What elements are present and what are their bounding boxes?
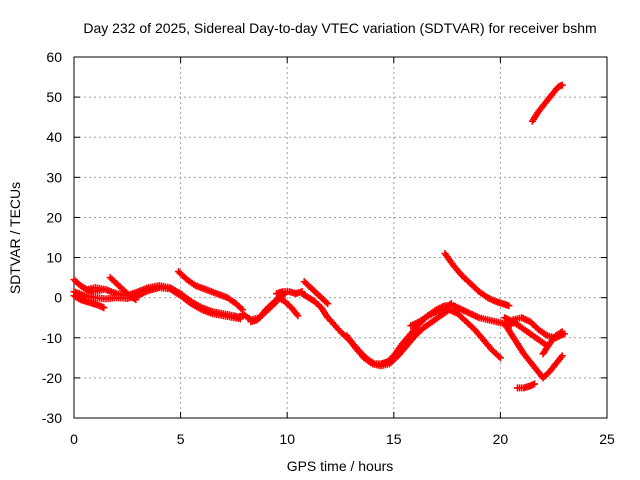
series-track-14: [343, 306, 504, 370]
series-track-12: [298, 290, 332, 322]
y-tick-label: -30: [42, 410, 62, 426]
data-point: [324, 300, 332, 308]
data-point: [495, 352, 503, 360]
series-track-21: [513, 380, 539, 392]
data-point: [322, 298, 330, 306]
y-tick-label: 50: [46, 89, 62, 105]
y-tick-label: 0: [54, 290, 62, 306]
series-track-8: [247, 298, 281, 326]
x-tick-label: 25: [599, 431, 615, 447]
data-point: [558, 328, 566, 336]
series-track-6: [174, 268, 246, 314]
data-points: [70, 81, 568, 392]
x-tick-label: 10: [279, 431, 295, 447]
y-tick-label: -20: [42, 370, 62, 386]
data-point: [294, 312, 302, 320]
data-point: [496, 354, 504, 362]
x-tick-label: 5: [177, 431, 185, 447]
y-tick-labels: -30 -20 -10 0 10 20 30 40 50 60: [42, 49, 62, 426]
y-tick-label: -10: [42, 330, 62, 346]
x-axis-label: GPS time / hours: [287, 458, 394, 474]
chart-title: Day 232 of 2025, Sidereal Day-to-day VTE…: [83, 20, 596, 36]
data-point: [132, 296, 140, 304]
series-track-15: [407, 300, 455, 330]
data-point: [558, 352, 566, 360]
series-track-22: [528, 81, 566, 125]
axis-ticks: [73, 56, 608, 419]
series-track-5: [106, 274, 140, 304]
y-tick-label: 30: [46, 169, 62, 185]
y-tick-label: 20: [46, 209, 62, 225]
y-axis-label: SDTVAR / TECUs: [7, 182, 23, 294]
series-track-19: [501, 314, 551, 350]
y-tick-label: 10: [46, 250, 62, 266]
series-track-16: [441, 250, 513, 310]
x-tick-labels: 0 5 10 15 20 25: [70, 431, 615, 447]
data-point: [505, 302, 513, 310]
data-point: [558, 81, 566, 89]
y-tick-label: 60: [46, 49, 62, 65]
series-track-20: [539, 328, 566, 358]
x-tick-label: 0: [70, 431, 78, 447]
data-point: [100, 304, 108, 312]
plot-frame: [73, 56, 608, 419]
grid-lines: [74, 57, 607, 418]
series-track-4: [83, 282, 244, 322]
series-track-11: [300, 278, 332, 308]
series-track-13: [326, 302, 515, 368]
x-tick-label: 20: [493, 431, 509, 447]
data-point: [447, 300, 455, 308]
x-tick-label: 15: [386, 431, 402, 447]
series-track-10: [275, 294, 302, 320]
data-point: [273, 298, 281, 306]
y-tick-label: 40: [46, 129, 62, 145]
data-point: [531, 380, 539, 388]
series-track-17: [501, 320, 566, 382]
data-point: [236, 314, 244, 322]
